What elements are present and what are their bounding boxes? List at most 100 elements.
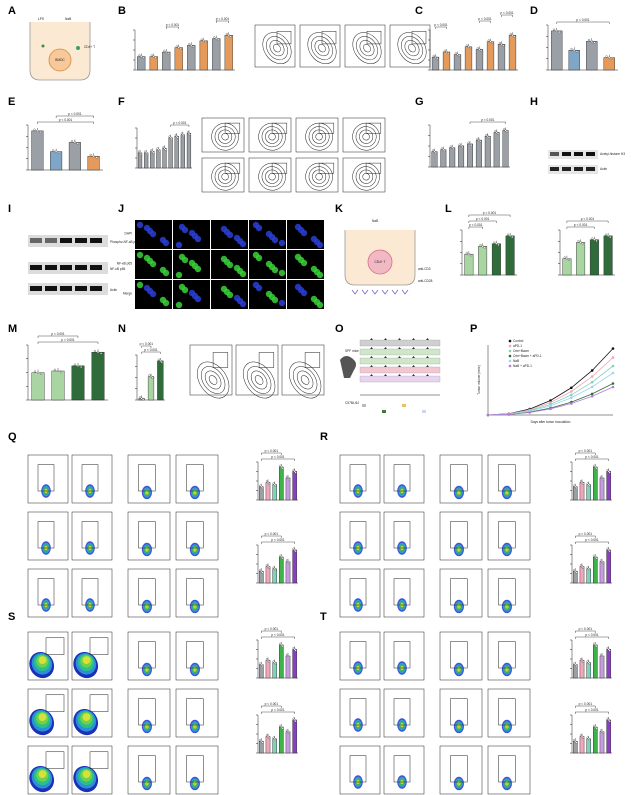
data-point [294, 471, 297, 474]
row-label: DAPI [125, 232, 133, 236]
significance-bracket [468, 226, 483, 229]
data-point [217, 38, 220, 41]
data-point [80, 365, 83, 369]
bar [272, 484, 277, 501]
significance-bracket [566, 220, 609, 223]
data-point [177, 46, 180, 49]
panel-r-right-0-0 [439, 454, 483, 504]
p-value: p < 0.001 [265, 702, 279, 706]
gate [393, 521, 411, 549]
density-blob [193, 781, 197, 786]
panel-f-contour-0-2 [295, 117, 339, 153]
plot-frame [295, 117, 339, 153]
panel-b-bars: p < 0.001 p < 0.001 [133, 17, 235, 71]
blot-band [75, 265, 87, 270]
contour-line [397, 32, 427, 64]
data-point [581, 482, 585, 485]
significance-bracket [575, 636, 609, 639]
data-point [148, 374, 151, 377]
bar [599, 655, 605, 679]
cell [265, 260, 273, 268]
bar [265, 482, 271, 501]
data-point [509, 32, 512, 36]
bar [589, 239, 599, 276]
panel-q-left-2-1 [71, 568, 113, 618]
bar [292, 471, 297, 501]
significance-bracket [37, 341, 99, 344]
panel-l-bars-1: p < 0.001 p < 0.001 p < 0.001 [460, 211, 517, 276]
contour-line [362, 173, 370, 181]
significance-bracket [261, 541, 295, 544]
gate [37, 464, 55, 492]
cell [136, 221, 144, 229]
data-point [267, 482, 271, 485]
data-point [575, 741, 578, 744]
row-label: Merge [123, 292, 132, 296]
data-point [470, 144, 473, 147]
data-point [608, 56, 611, 59]
data-point [73, 141, 76, 144]
blot-band [586, 167, 595, 171]
anti-cd28-label: anti-CD28 [418, 279, 433, 283]
blot-band-row [548, 165, 598, 174]
data-point [581, 660, 585, 663]
data-point [202, 39, 205, 42]
bar [137, 152, 143, 169]
gate [271, 162, 288, 174]
bar [279, 726, 284, 754]
data-point [33, 128, 36, 131]
data-point [188, 133, 191, 136]
bar [279, 644, 284, 679]
data-point [151, 376, 154, 379]
blot-band [45, 265, 57, 270]
blot-label: Actin [110, 288, 117, 292]
blot-band [60, 238, 72, 243]
data-point [608, 550, 611, 553]
panel-q-left-0-0 [27, 454, 69, 504]
dose-marker [384, 365, 387, 367]
contour-line [218, 129, 233, 144]
blot-band [60, 286, 72, 291]
panel-q-left-1-1 [71, 511, 113, 561]
density-blob [193, 667, 197, 672]
bar [224, 35, 233, 71]
x-axis-title: Days after tumor inoculation [531, 420, 571, 424]
blot-label: Acetyl-histone H3 [600, 152, 625, 156]
panel-f-contour-0-0 [201, 117, 245, 153]
legend-marker [508, 339, 512, 343]
panel-t-left-2-0 [339, 745, 381, 795]
data-point [53, 368, 56, 371]
data-point [139, 396, 142, 399]
gate [186, 578, 204, 606]
blot-band [574, 167, 583, 171]
p-value: p < 0.001 [51, 332, 65, 336]
panel-q-right-0-1 [175, 454, 219, 504]
dose-marker [384, 347, 387, 349]
data-point [608, 649, 611, 652]
density-blob [457, 604, 461, 609]
gate [276, 31, 292, 45]
gate [258, 352, 275, 368]
gate [224, 162, 241, 174]
data-point [502, 44, 505, 47]
significance-bracket [37, 121, 94, 124]
contour-line [288, 361, 322, 399]
panel-letter-e: E [8, 96, 15, 108]
gate [81, 464, 99, 492]
data-point [575, 486, 578, 490]
data-point [493, 241, 496, 244]
gate [81, 578, 99, 606]
data-point [567, 258, 571, 261]
data-point [505, 130, 508, 133]
panel-f-contour-0-1 [248, 117, 292, 153]
dose-marker [384, 338, 387, 340]
data-point [287, 478, 291, 481]
data-point [609, 236, 612, 239]
bmdc-cell [48, 48, 72, 72]
significance-bracket [501, 14, 513, 17]
contour-line [312, 169, 327, 184]
blot-band [550, 167, 559, 171]
gate [450, 464, 468, 492]
gate [138, 755, 156, 783]
